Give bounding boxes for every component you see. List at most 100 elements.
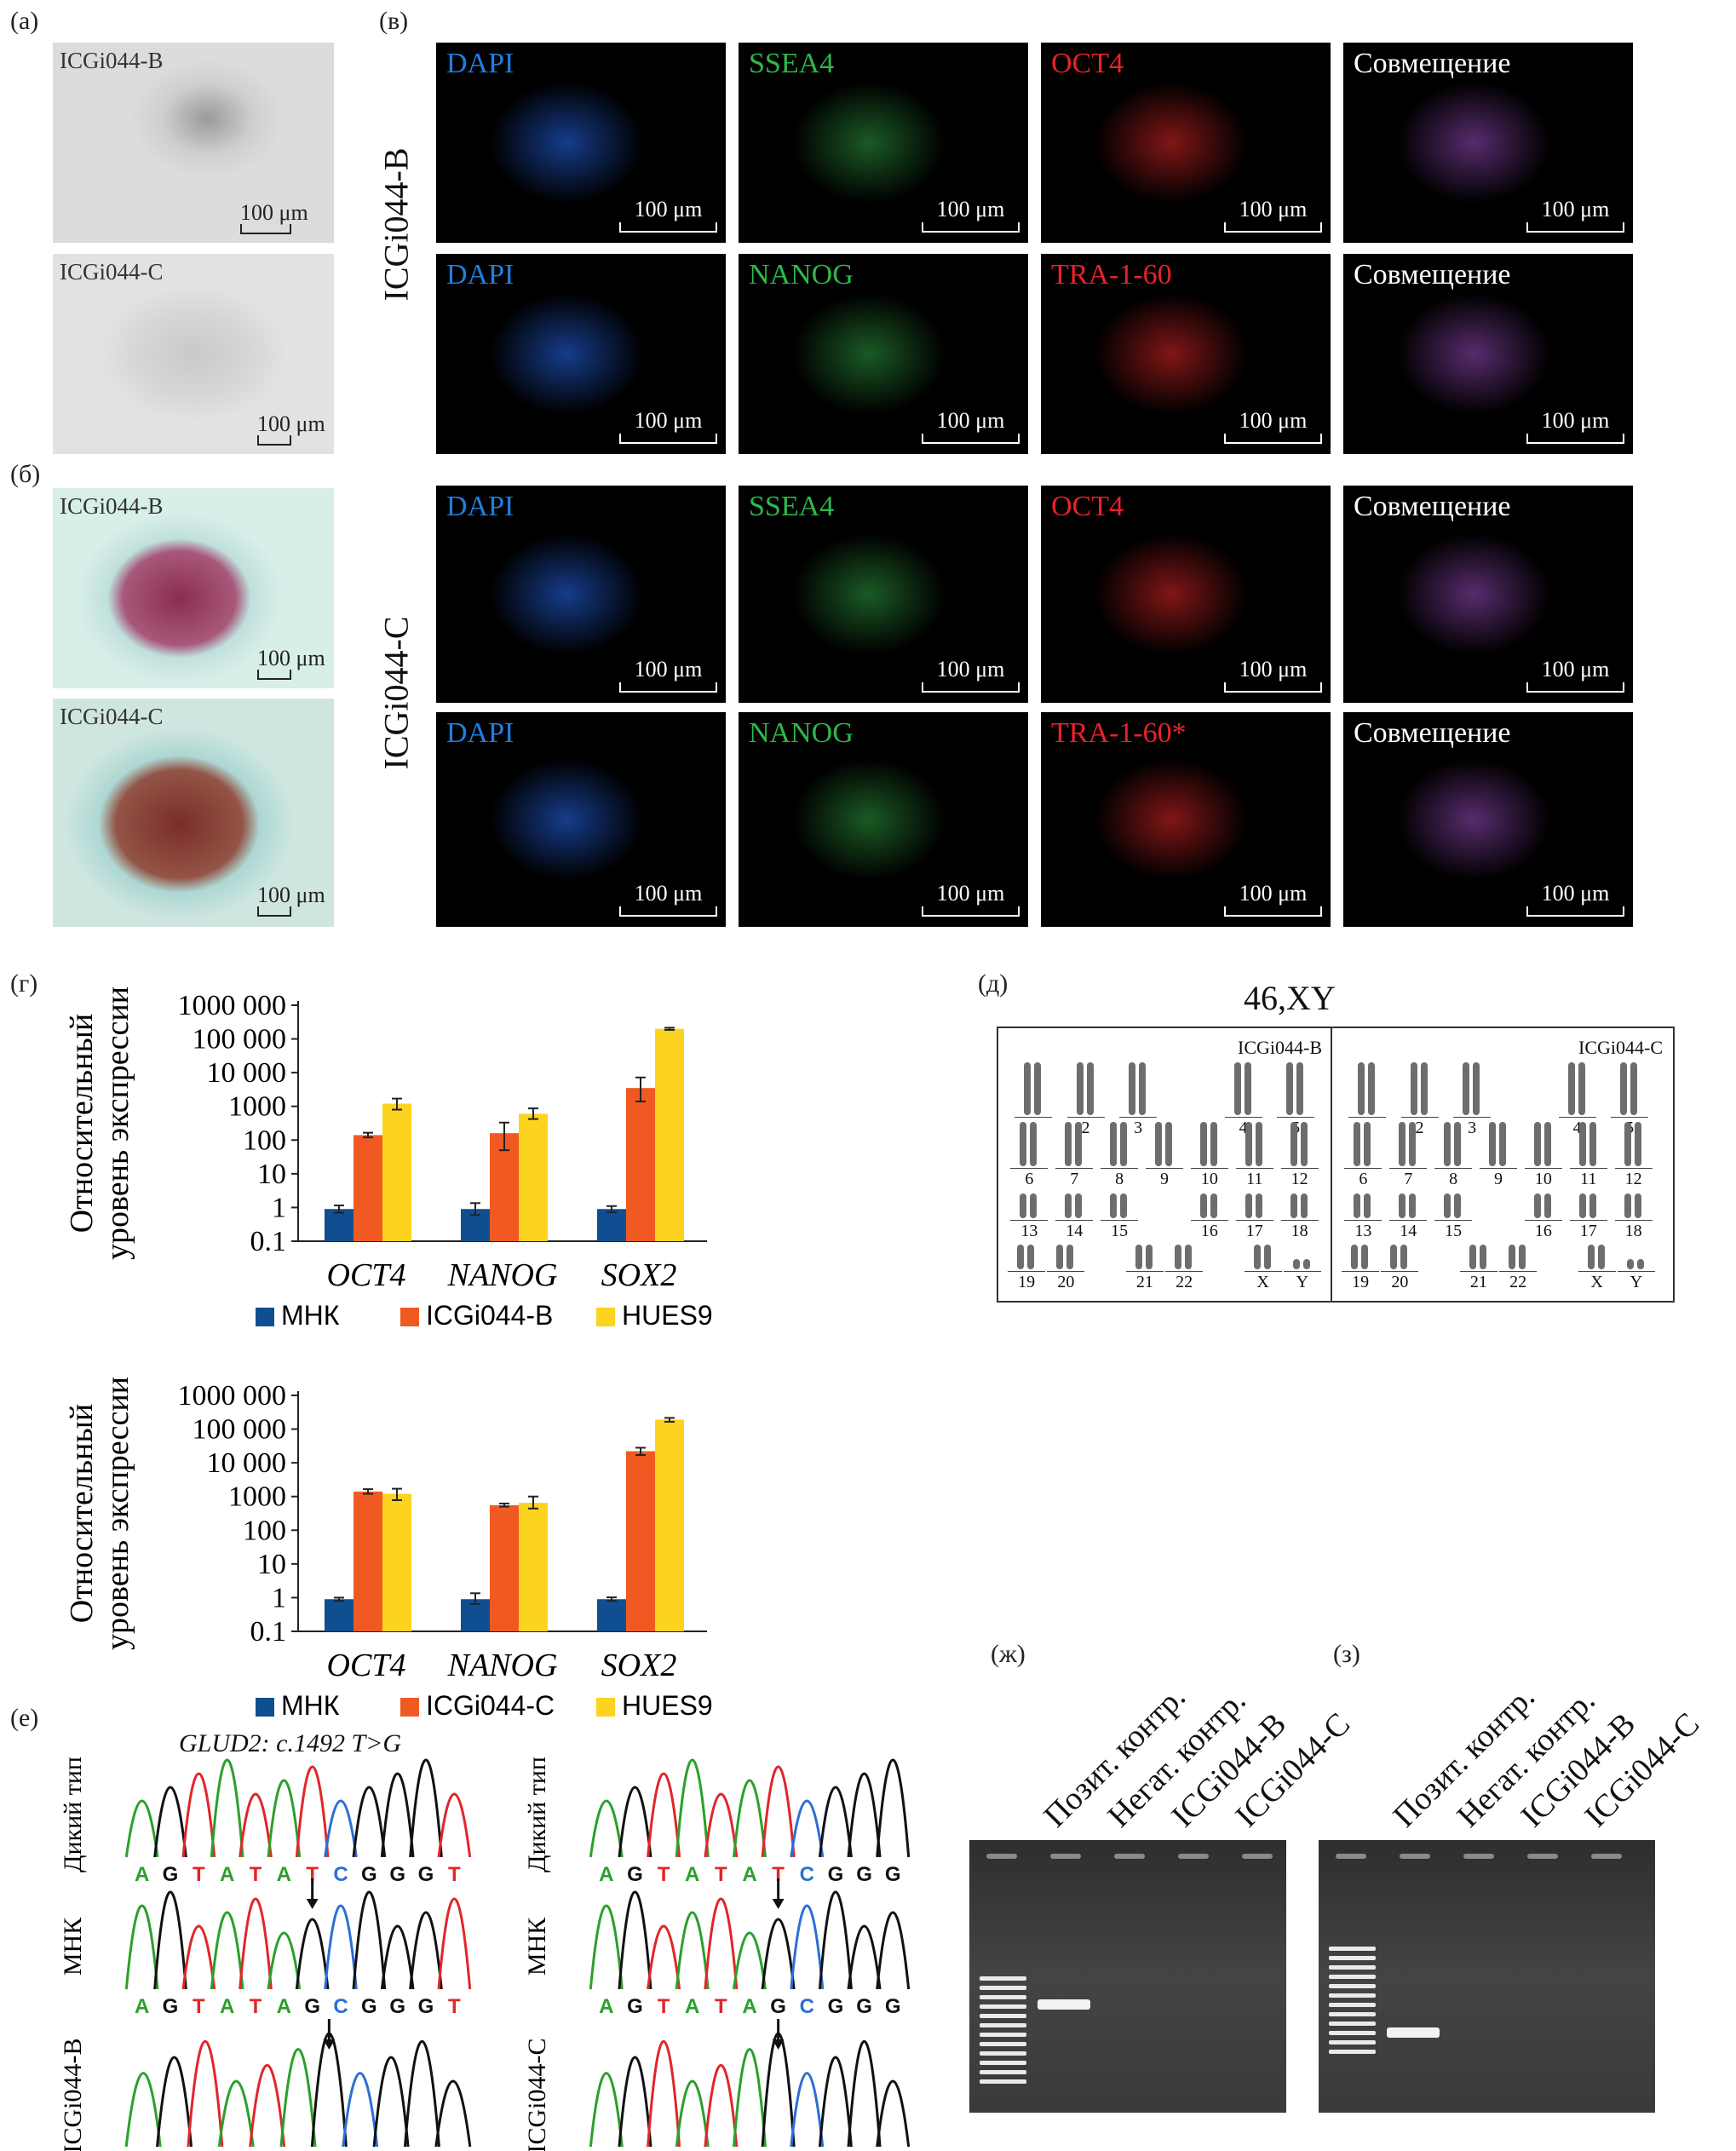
chromosome-baseline: [1119, 1117, 1158, 1118]
x-tick-label: NANOG: [447, 1257, 558, 1293]
trace-peak: [647, 2040, 681, 2148]
chromosome-baseline: [1617, 1271, 1655, 1272]
gel-well: [1527, 1854, 1558, 1859]
channel-label: Совмещение: [1354, 48, 1511, 79]
trace-peak: [239, 1792, 273, 1858]
ladder-band: [1329, 1993, 1376, 1998]
ladder-band: [980, 2023, 1026, 2027]
fluor-tile-dapi: DAPI 100 μm: [436, 712, 726, 927]
chromosome-number: X: [1590, 1273, 1603, 1291]
bar-мнк-sox2: [597, 1599, 626, 1631]
base-call: T: [772, 1863, 785, 1886]
chromosome-baseline: [1283, 1271, 1321, 1272]
bar-hues9-sox2: [655, 1028, 684, 1241]
bar-hues9-nanog: [519, 1503, 548, 1631]
chromosome-baseline: [1008, 1271, 1046, 1272]
ladder-band: [980, 2004, 1026, 2009]
trace-peak: [239, 1897, 273, 1990]
chromosome-pair: [1021, 1062, 1045, 1115]
chromosome-baseline: [1235, 1168, 1273, 1169]
chromosome-number: 17: [1245, 1222, 1263, 1240]
legend-swatch: [596, 1698, 615, 1717]
y-tick-label: 1000 000: [178, 1380, 287, 1412]
bar-hues9-sox2: [655, 1419, 684, 1631]
y-tick-label: 0.1: [250, 1616, 287, 1648]
trace-peak: [380, 1924, 415, 1990]
chromosome-baseline: [1389, 1220, 1428, 1221]
base-call: G: [389, 1863, 405, 1886]
legend-label: HUES9: [622, 1300, 713, 1331]
chromosome-baseline: [1614, 1168, 1653, 1169]
trace-peak: [876, 2079, 911, 2148]
chromosome-number: Y: [1630, 1273, 1643, 1291]
trace-peak: [342, 2072, 379, 2148]
chromosome-baseline: [1344, 1220, 1382, 1221]
chromosome-pair: [1351, 1122, 1375, 1166]
fluor-tile-nanog: NANOG 100 μm: [739, 712, 1028, 927]
y-tick-label: 10: [257, 1549, 286, 1580]
scale-bar: 100 μm: [1526, 408, 1624, 444]
scale-bar: 100 μm: [1224, 408, 1322, 444]
scale-bar: 100 μm: [922, 408, 1020, 444]
trace-peak: [156, 2056, 193, 2148]
base-call: A: [742, 1995, 756, 2018]
trace-peak: [372, 2056, 410, 2148]
chromosome-pair: [1015, 1245, 1038, 1269]
channel-label: DAPI: [446, 491, 514, 522]
chromosome-pair: [1408, 1062, 1432, 1115]
legend-label: HUES9: [622, 1690, 713, 1721]
chromosome-baseline: [1344, 1168, 1382, 1169]
panel-label-b: (б): [10, 460, 41, 488]
trace-peak: [409, 1911, 443, 1990]
chromosome-number: 12: [1291, 1170, 1308, 1188]
chromosome-pair: [1622, 1193, 1646, 1218]
trace-peak: [790, 2072, 825, 2148]
chromosome-pair: [1062, 1193, 1086, 1218]
chromosome-number: 4: [1572, 1119, 1582, 1137]
bar-мнк-sox2: [597, 1209, 626, 1241]
base-call: A: [685, 1863, 699, 1886]
chromosome-baseline: [1125, 1271, 1164, 1272]
chromosome-number: 21: [1469, 1273, 1487, 1291]
scale-bar: 100 μm: [1526, 881, 1624, 917]
channel-label: NANOG: [749, 259, 854, 290]
trace-peak: [704, 1897, 739, 1990]
fluor-tile-совмещение: Совмещение 100 μm: [1343, 486, 1633, 703]
chromosome-number: 20: [1057, 1273, 1075, 1291]
chromosome-number: 22: [1509, 1273, 1527, 1291]
chromosome-baseline: [1277, 1117, 1315, 1118]
chromosome-number: 4: [1239, 1119, 1248, 1137]
trace-peak: [876, 1911, 911, 1990]
chromosome-pair: [1251, 1245, 1275, 1269]
chromosome-number: 12: [1624, 1170, 1642, 1188]
base-call: T: [193, 1995, 205, 2018]
scale-bar: 100 μm: [922, 197, 1020, 233]
y-tick-label: 100: [243, 1515, 286, 1546]
trace-peak: [352, 1890, 387, 1990]
trace-peak: [249, 2064, 286, 2148]
ladder-band: [1329, 2050, 1376, 2054]
ladder-band: [1329, 2040, 1376, 2045]
brightfield-tile-c: ICGi044-C 100 μm: [53, 254, 334, 454]
bar-мнк-oct4: [325, 1599, 354, 1631]
x-tick-label: OCT4: [327, 1648, 406, 1683]
chromosome-number: 15: [1111, 1222, 1129, 1240]
brightfield-tile-b: ICGi044-B 100 μm: [53, 43, 334, 243]
trace-peak: [733, 1779, 767, 1858]
scale-bar: 100 μm: [257, 411, 325, 446]
gel-well: [1178, 1854, 1209, 1859]
chromosome-number: 14: [1066, 1222, 1084, 1240]
panel-label-e: (е): [10, 1704, 39, 1732]
row-group-label-c: ICGi044-C: [377, 616, 416, 770]
karyotype-box-label: ICGi044-C: [1578, 1037, 1663, 1058]
base-call: A: [685, 1995, 699, 2018]
chromosome-pair: [1062, 1122, 1086, 1166]
ladder-band: [980, 1995, 1026, 1999]
sequencing-title: GLUD2: c.1492 T>G: [179, 1729, 402, 1757]
chromosome-pair: [1172, 1245, 1196, 1269]
ladder-band: [1329, 1956, 1376, 1960]
bar-мнк-oct4: [325, 1209, 354, 1241]
chromosome-baseline: [1611, 1117, 1649, 1118]
chromosome-baseline: [1389, 1168, 1428, 1169]
pcr-band-positive: [1387, 2027, 1440, 2038]
